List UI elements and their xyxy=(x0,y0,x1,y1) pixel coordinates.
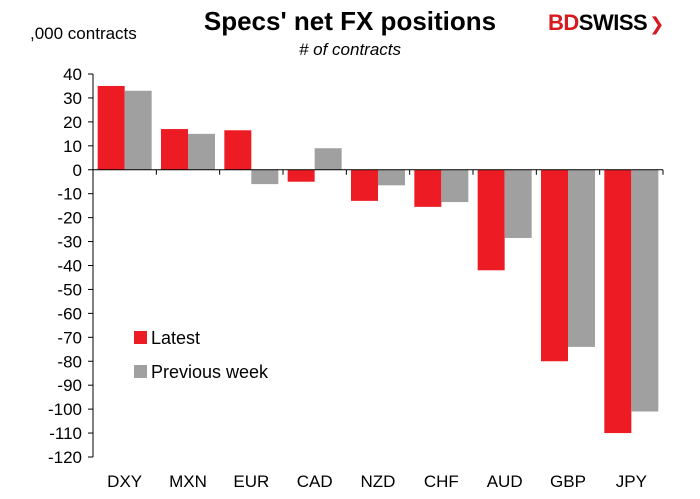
y-tick-label: 20 xyxy=(63,113,82,132)
logo-chevron-icon: ❯ xyxy=(649,14,664,34)
y-axis-unit-label: ,000 contracts xyxy=(30,24,137,43)
bar-previous-week-eur xyxy=(251,169,279,185)
bar-latest-nzd xyxy=(351,169,378,201)
y-tick-label: -20 xyxy=(57,209,82,228)
x-category-label: CAD xyxy=(297,472,333,491)
bar-latest-jpy xyxy=(604,169,632,434)
y-tick-label: 10 xyxy=(63,137,82,156)
chart-title: Specs' net FX positions xyxy=(203,6,497,36)
bar-latest-aud xyxy=(477,169,505,271)
bar-previous-week-chf xyxy=(441,169,469,203)
y-tick-label: -30 xyxy=(57,233,82,252)
chart-subtitle: # of contracts xyxy=(298,40,402,59)
bar-latest-dxy xyxy=(97,85,125,170)
bar-latest-mxn xyxy=(161,129,188,170)
y-tick-label: 30 xyxy=(63,89,82,108)
legend-label-previous-week: Previous week xyxy=(151,362,269,382)
x-category-label: JPY xyxy=(616,472,647,491)
y-tick-label: -120 xyxy=(48,448,82,467)
legend-label-latest: Latest xyxy=(151,328,200,348)
bar-previous-week-aud xyxy=(504,169,532,238)
logo-swiss-text: SWISS xyxy=(578,10,648,35)
bar-previous-week-dxy xyxy=(124,90,152,170)
y-tick-label: -90 xyxy=(57,376,82,395)
x-category-label: DXY xyxy=(107,472,142,491)
y-tick-label: 40 xyxy=(63,65,82,84)
legend-swatch-previous-week xyxy=(134,365,147,378)
bar-previous-week-cad xyxy=(314,148,342,170)
bar-previous-week-gbp xyxy=(568,169,595,347)
legend-swatch-latest xyxy=(134,331,147,344)
x-category-label: MXN xyxy=(169,472,207,491)
x-category-label: GBP xyxy=(550,472,586,491)
y-tick-label: -10 xyxy=(57,185,82,204)
y-tick-label: -70 xyxy=(57,328,82,347)
bar-latest-cad xyxy=(287,169,315,182)
y-tick-label: -60 xyxy=(57,304,82,323)
bar-latest-gbp xyxy=(541,169,568,362)
bar-latest-eur xyxy=(224,130,252,170)
x-category-label: NZD xyxy=(361,472,396,491)
logo-bd-text: BD xyxy=(548,10,579,35)
bar-latest-chf xyxy=(414,169,442,207)
x-category-label: EUR xyxy=(233,472,269,491)
y-tick-label: -40 xyxy=(57,257,82,276)
y-tick-label: -50 xyxy=(57,280,82,299)
y-tick-label: -110 xyxy=(49,424,82,443)
y-tick-label: -100 xyxy=(48,400,82,419)
x-category-label: CHF xyxy=(424,472,459,491)
x-category-label: AUD xyxy=(487,472,523,491)
bar-previous-week-mxn xyxy=(188,133,215,170)
bdswiss-logo: BDSWISS ❯ xyxy=(548,10,664,36)
bar-previous-week-nzd xyxy=(378,169,405,186)
y-tick-label: -80 xyxy=(57,352,82,371)
y-tick-label: 0 xyxy=(73,161,82,180)
bar-previous-week-jpy xyxy=(631,169,659,412)
